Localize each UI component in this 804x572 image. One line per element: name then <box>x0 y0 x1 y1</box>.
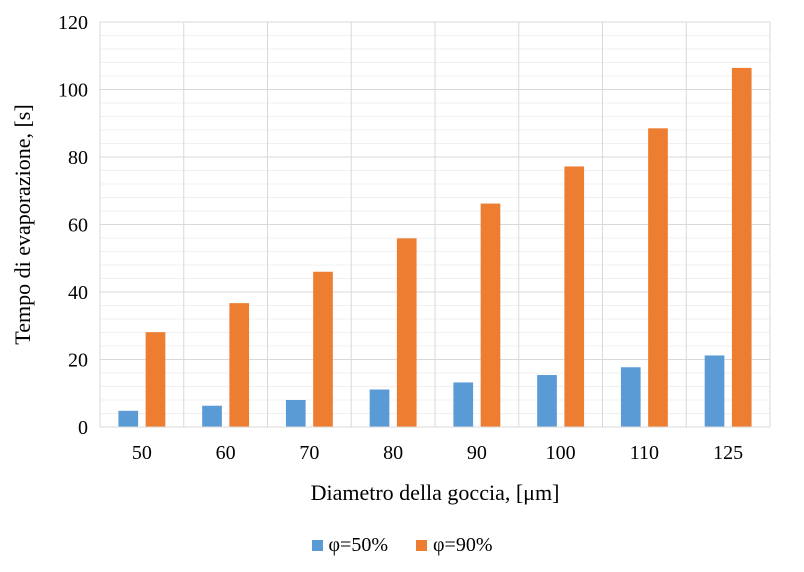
y-axis-title: Tempo di evaporazione, [s] <box>10 104 35 344</box>
bar-series-2-90 <box>480 203 501 427</box>
bar-series-2-125 <box>731 67 752 428</box>
axes: 0 20 40 60 80 100 120 50 60 70 80 90 100 110 125 <box>58 12 770 464</box>
bar-series-2-110 <box>648 128 668 427</box>
x-axis-title: Diametro della goccia, [μm] <box>311 480 560 505</box>
bar-series-1-80 <box>369 389 390 427</box>
bar-series-1-70 <box>285 400 306 427</box>
bar-series-2-50 <box>145 332 166 427</box>
y-tick-label: 100 <box>58 80 88 102</box>
grid <box>99 21 771 427</box>
legend-label-series-1: φ=50% <box>328 534 388 556</box>
bar-series-1-50 <box>118 410 139 427</box>
legend-swatch-series-2 <box>416 540 427 551</box>
x-tick-label: 50 <box>132 442 152 464</box>
y-tick-label: 40 <box>68 282 88 304</box>
bar-series-1-90 <box>453 382 474 427</box>
legend: φ=50% φ=90% <box>0 534 804 557</box>
legend-item-series-1: φ=50% <box>311 534 388 557</box>
x-tick-label: 90 <box>467 442 487 464</box>
bar-series-1-60 <box>202 405 222 427</box>
bars <box>118 67 752 428</box>
legend-swatch-series-1 <box>311 540 323 551</box>
y-tick-label: 0 <box>78 417 88 439</box>
y-tick-label: 120 <box>58 12 88 34</box>
x-tick-label: 60 <box>216 442 236 464</box>
x-tick-label: 125 <box>713 442 743 464</box>
x-tick-label: 80 <box>383 442 403 464</box>
x-tick-label: 70 <box>299 442 319 464</box>
x-tick-label: 100 <box>546 442 576 464</box>
bar-series-2-80 <box>396 238 417 427</box>
bar-series-1-125 <box>704 355 725 427</box>
bar-series-2-60 <box>229 303 250 427</box>
legend-label-series-2: φ=90% <box>433 534 493 556</box>
bar-series-1-100 <box>537 375 557 427</box>
y-tick-label: 80 <box>68 147 88 169</box>
x-tick-label: 110 <box>630 442 659 464</box>
legend-item-series-2: φ=90% <box>416 534 492 557</box>
bar-series-2-70 <box>313 271 333 427</box>
bar-series-1-110 <box>620 367 641 427</box>
y-tick-label: 60 <box>68 215 88 237</box>
bar-series-2-100 <box>564 166 585 427</box>
y-tick-label: 20 <box>68 350 88 372</box>
